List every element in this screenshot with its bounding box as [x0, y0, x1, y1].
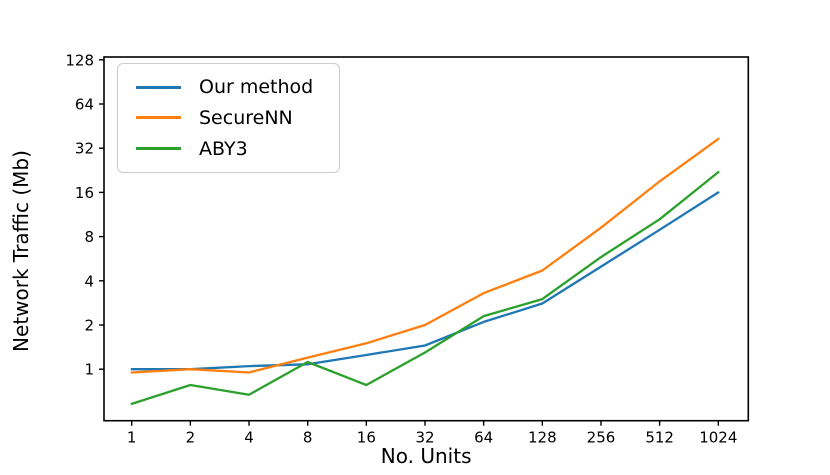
- legend-line-swatch: [136, 116, 181, 120]
- y-tick-label: 4: [84, 272, 94, 290]
- legend-entry: SecureNN: [128, 103, 329, 133]
- legend-entry: ABY3: [128, 134, 329, 164]
- legend-label: SecureNN: [199, 106, 293, 129]
- legend-entry: Our method: [128, 72, 329, 102]
- x-tick-label: 512: [645, 429, 674, 447]
- x-tick-label: 64: [474, 429, 493, 447]
- legend-label: Our method: [199, 76, 314, 99]
- x-tick-label: 1024: [699, 429, 737, 447]
- y-axis-label: Network Traffic (Mb): [9, 150, 33, 352]
- x-tick-label: 2: [186, 429, 196, 447]
- chart-legend: Our method SecureNN ABY3: [117, 63, 340, 173]
- legend-label: ABY3: [199, 137, 248, 160]
- legend-line-swatch: [136, 147, 181, 151]
- x-tick-label: 8: [303, 429, 313, 447]
- y-tick-label: 1: [84, 361, 94, 379]
- y-tick-label: 2: [84, 317, 94, 335]
- y-tick-label: 128: [65, 51, 94, 69]
- plot-spines: [103, 56, 750, 422]
- x-tick-label: 128: [528, 429, 557, 447]
- x-tick-label: 4: [244, 429, 254, 447]
- x-tick-label: 1: [127, 429, 137, 447]
- series-line-aby3: [130, 170, 720, 406]
- y-tick-label: 16: [75, 184, 94, 202]
- legend-line-swatch: [136, 85, 181, 89]
- x-axis-label: No. Units: [381, 444, 472, 468]
- x-tick-label: 32: [415, 429, 434, 447]
- series-line-securenn: [130, 137, 720, 374]
- series-line-our-method: [130, 191, 720, 371]
- x-tick-label: 256: [587, 429, 616, 447]
- y-tick-label: 64: [75, 96, 94, 114]
- y-tick-label: 8: [84, 228, 94, 246]
- x-tick-label: 16: [357, 429, 376, 447]
- y-tick-label: 32: [75, 140, 94, 158]
